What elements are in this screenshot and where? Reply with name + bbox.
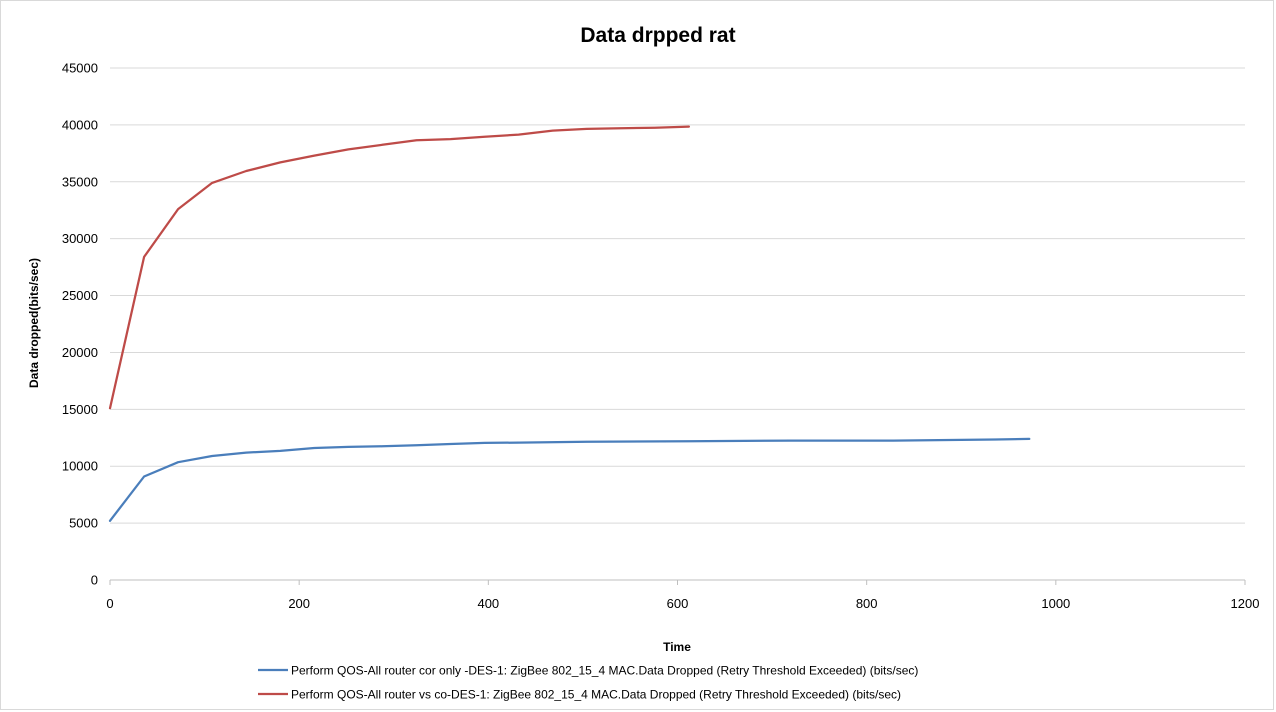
y-tick-label: 30000 — [62, 231, 98, 246]
y-tick-label: 5000 — [69, 516, 98, 531]
y-axis-label: Data dropped(bits/sec) — [27, 258, 41, 388]
series-lines — [108, 125, 1031, 522]
x-tick-label: 400 — [477, 596, 499, 611]
legend-label-1: Perform QOS-All router cor only -DES-1: … — [291, 664, 918, 678]
y-tick-labels: 0 5000 10000 15000 20000 25000 30000 35000 40000… — [62, 61, 98, 588]
y-tick-label: 10000 — [62, 459, 98, 474]
x-tick-label: 1200 — [1231, 596, 1260, 611]
x-tick-label: 1000 — [1041, 596, 1070, 611]
x-tick-label: 600 — [667, 596, 689, 611]
axes — [109, 579, 1246, 585]
x-tick-label: 200 — [288, 596, 310, 611]
chart-title: Data drpped rat — [580, 24, 735, 47]
legend-label-2: Perform QOS-All router vs co-DES-1: ZigB… — [291, 688, 901, 702]
y-tick-label: 25000 — [62, 288, 98, 303]
y-tick-label: 0 — [91, 573, 98, 588]
x-tick-label: 800 — [856, 596, 878, 611]
y-tick-label: 15000 — [62, 402, 98, 417]
y-tick-label: 35000 — [62, 174, 98, 189]
gridlines — [110, 67, 1245, 524]
y-tick-label: 40000 — [62, 117, 98, 132]
x-tick-labels: 0 200 400 600 800 1000 1200 — [106, 596, 1259, 611]
y-tick-label: 45000 — [62, 61, 98, 76]
y-tick-label: 20000 — [62, 345, 98, 360]
series-line-1 — [108, 437, 1031, 522]
x-axis-label: Time — [663, 640, 691, 654]
legend: Perform QOS-All router cor only -DES-1: … — [258, 664, 918, 702]
series-line-2 — [108, 125, 691, 410]
x-tick-label: 0 — [106, 596, 113, 611]
